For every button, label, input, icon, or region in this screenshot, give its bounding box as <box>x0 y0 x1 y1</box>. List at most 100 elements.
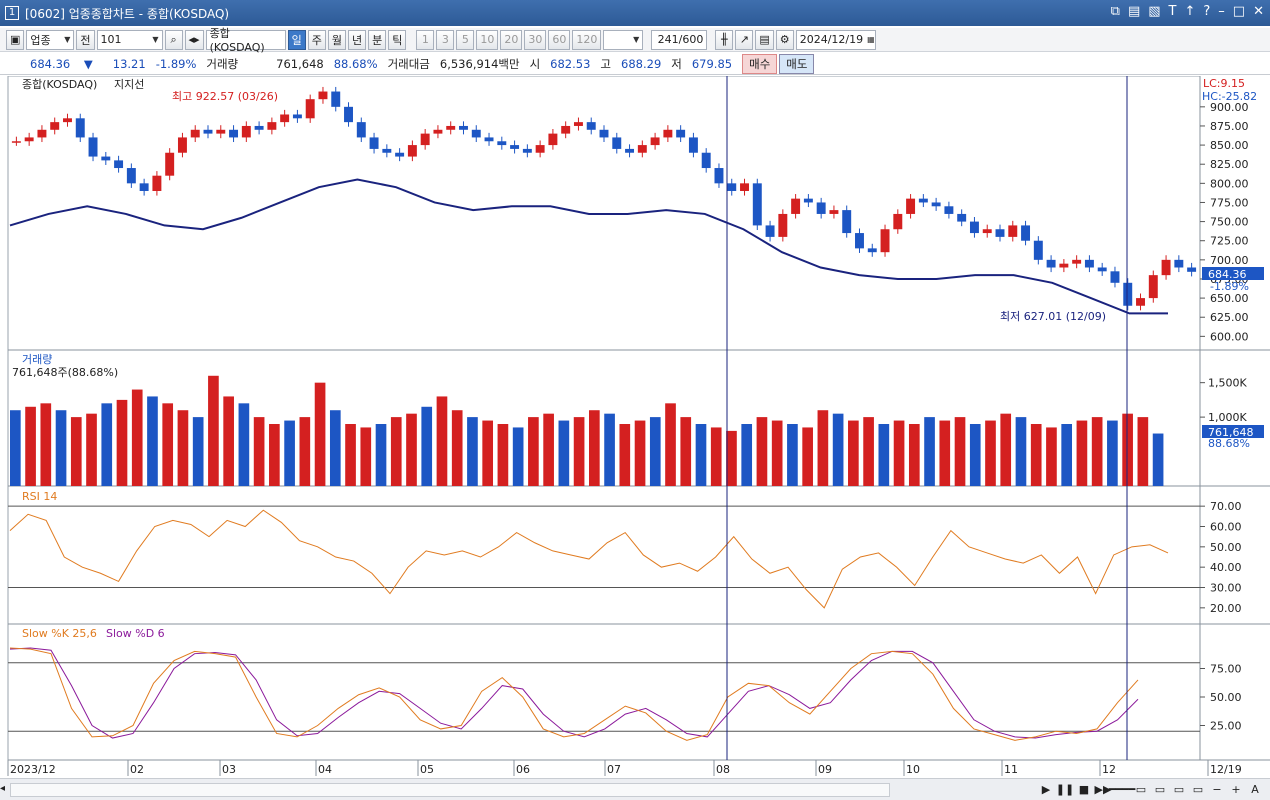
price-ytick-label: 875.00 <box>1210 120 1249 133</box>
candle-body <box>535 145 545 153</box>
layout-a-icon[interactable]: ▭ <box>1135 782 1147 796</box>
fast-forward-icon[interactable]: ▶▶ <box>1094 782 1112 796</box>
font-icon[interactable]: T <box>1168 4 1177 19</box>
volume-bar <box>969 424 981 486</box>
interval-5[interactable]: 5 <box>456 29 475 50</box>
count-field[interactable]: 241/600 <box>651 29 708 50</box>
xaxis-label: 12 <box>1102 763 1116 776</box>
draw-line-icon[interactable]: ↗ <box>735 29 754 50</box>
sell-button[interactable]: 매도 <box>779 53 815 74</box>
candle-body <box>139 183 149 191</box>
buy-button[interactable]: 매수 <box>742 53 778 74</box>
open-label: 시 <box>529 56 541 71</box>
candle-body <box>880 229 890 253</box>
volume-panel-title: 거래량 <box>22 353 52 366</box>
gear-icon[interactable]: ⚙ <box>775 29 794 50</box>
interval-20[interactable]: 20 <box>500 29 523 50</box>
chart-settings-icon[interactable]: ▣ <box>6 29 25 50</box>
maximize-icon[interactable]: □ <box>1232 4 1246 19</box>
volume-bar <box>284 420 295 486</box>
tab-week[interactable]: 주 <box>307 29 326 50</box>
price-ytick-label: 700.00 <box>1210 254 1249 267</box>
candle-body <box>344 106 353 123</box>
volume-ytick-label: 1,500K <box>1208 377 1247 390</box>
volume-bar <box>162 403 174 486</box>
prev-button[interactable]: 전 <box>76 29 95 50</box>
save-icon[interactable]: ▤ <box>755 29 774 50</box>
tab-year[interactable]: 년 <box>347 29 367 50</box>
tab-minute[interactable]: 분 <box>368 29 387 50</box>
candle-body <box>254 125 264 130</box>
volume-bar <box>436 396 448 486</box>
chart-area[interactable]: 900.00 875.00 850.00 825.00 800.00 775.00 750.… <box>0 75 1270 776</box>
volume-bar <box>1122 413 1133 486</box>
code-input[interactable]: 101 ▼ <box>96 29 163 50</box>
date-field[interactable]: 2024/12/19 ▦ <box>795 29 876 50</box>
close-icon[interactable]: ✕ <box>1253 4 1264 19</box>
interval-1[interactable]: 1 <box>416 29 435 50</box>
xaxis-label: 06 <box>516 763 530 776</box>
interval-120[interactable]: 120 <box>572 29 602 50</box>
pause-icon[interactable]: ❚❚ <box>1055 782 1075 796</box>
candle-body <box>1033 240 1043 260</box>
candle-body <box>369 137 379 149</box>
candle-type-icon[interactable]: ╫ <box>715 29 734 50</box>
font-size-icon[interactable]: A <box>1251 782 1259 796</box>
interval-60[interactable]: 60 <box>548 29 571 50</box>
volume-bar <box>131 389 143 486</box>
help-icon[interactable]: ? <box>1203 4 1211 19</box>
price-ytick-label: 600.00 <box>1210 330 1249 343</box>
volume-bar <box>147 396 158 486</box>
pin-icon[interactable]: ↑ <box>1184 4 1196 19</box>
candle-body <box>1059 263 1069 268</box>
rsi-ytick-label: 70.00 <box>1210 500 1242 513</box>
zoom-slider-icon[interactable]: ━━━━ <box>1108 782 1136 796</box>
play-icon[interactable]: ▶ <box>1041 782 1051 796</box>
chart-scrollbar[interactable] <box>10 783 890 797</box>
layout-c-icon[interactable]: ▭ <box>1173 782 1185 796</box>
volume-bar <box>512 427 524 486</box>
zoom-out-icon[interactable]: − <box>1212 782 1222 796</box>
interval-10[interactable]: 10 <box>476 29 499 50</box>
layout-b-icon[interactable]: ▭ <box>1154 782 1166 796</box>
candle-body <box>75 118 85 138</box>
volume-pct: 88.68% <box>333 56 378 71</box>
tab-month[interactable]: 월 <box>327 29 346 50</box>
candle-body <box>190 129 200 138</box>
candle-body <box>867 248 877 253</box>
stop-icon[interactable]: ■ <box>1078 782 1090 796</box>
interval-30[interactable]: 30 <box>524 29 547 50</box>
slowk-label: Slow %K 25,6 <box>22 627 97 640</box>
volume-bar <box>558 420 570 486</box>
price-ytick-label: 900.00 <box>1210 101 1249 114</box>
volume-bar <box>223 396 234 486</box>
sector-select[interactable]: 업종 ▼ <box>26 29 75 50</box>
candle-body <box>1161 259 1171 276</box>
xaxis-label: 12/19 <box>1210 763 1242 776</box>
zoom-in-icon[interactable]: + <box>1231 782 1241 796</box>
volume-bar <box>695 424 707 486</box>
tab-tick[interactable]: 틱 <box>388 29 407 50</box>
amount-value: 6,536,914백만 <box>439 56 520 71</box>
index-name-field: 종합(KOSDAQ) <box>205 27 286 54</box>
scroll-left-icon[interactable]: ◂ <box>0 783 6 794</box>
volume-bar <box>863 417 874 486</box>
rsi-series <box>9 509 1169 609</box>
volume-bar <box>25 406 36 486</box>
tool-icon[interactable]: ▧ <box>1148 4 1161 19</box>
price-ytick-label: 750.00 <box>1210 216 1249 229</box>
interval-3[interactable]: 3 <box>436 29 455 50</box>
search-icon[interactable]: ⌕ <box>164 29 183 50</box>
candle-body <box>395 152 405 157</box>
layout-icon[interactable]: ▤ <box>1127 4 1141 19</box>
layout-d-icon[interactable]: ▭ <box>1192 782 1204 796</box>
volume-bar <box>390 417 402 486</box>
sound-icon[interactable]: ◂▸ <box>184 29 204 50</box>
chart-svg[interactable]: 900.00 875.00 850.00 825.00 800.00 775.00 750.… <box>0 75 1270 776</box>
volume-bar <box>116 399 128 486</box>
minimize-icon[interactable]: – <box>1218 4 1225 19</box>
interval-custom-select[interactable]: ▼ <box>603 29 644 50</box>
candle-body <box>765 225 775 237</box>
tab-day[interactable]: 일 <box>287 29 306 50</box>
link-icon[interactable]: ⧉ <box>1110 4 1120 19</box>
